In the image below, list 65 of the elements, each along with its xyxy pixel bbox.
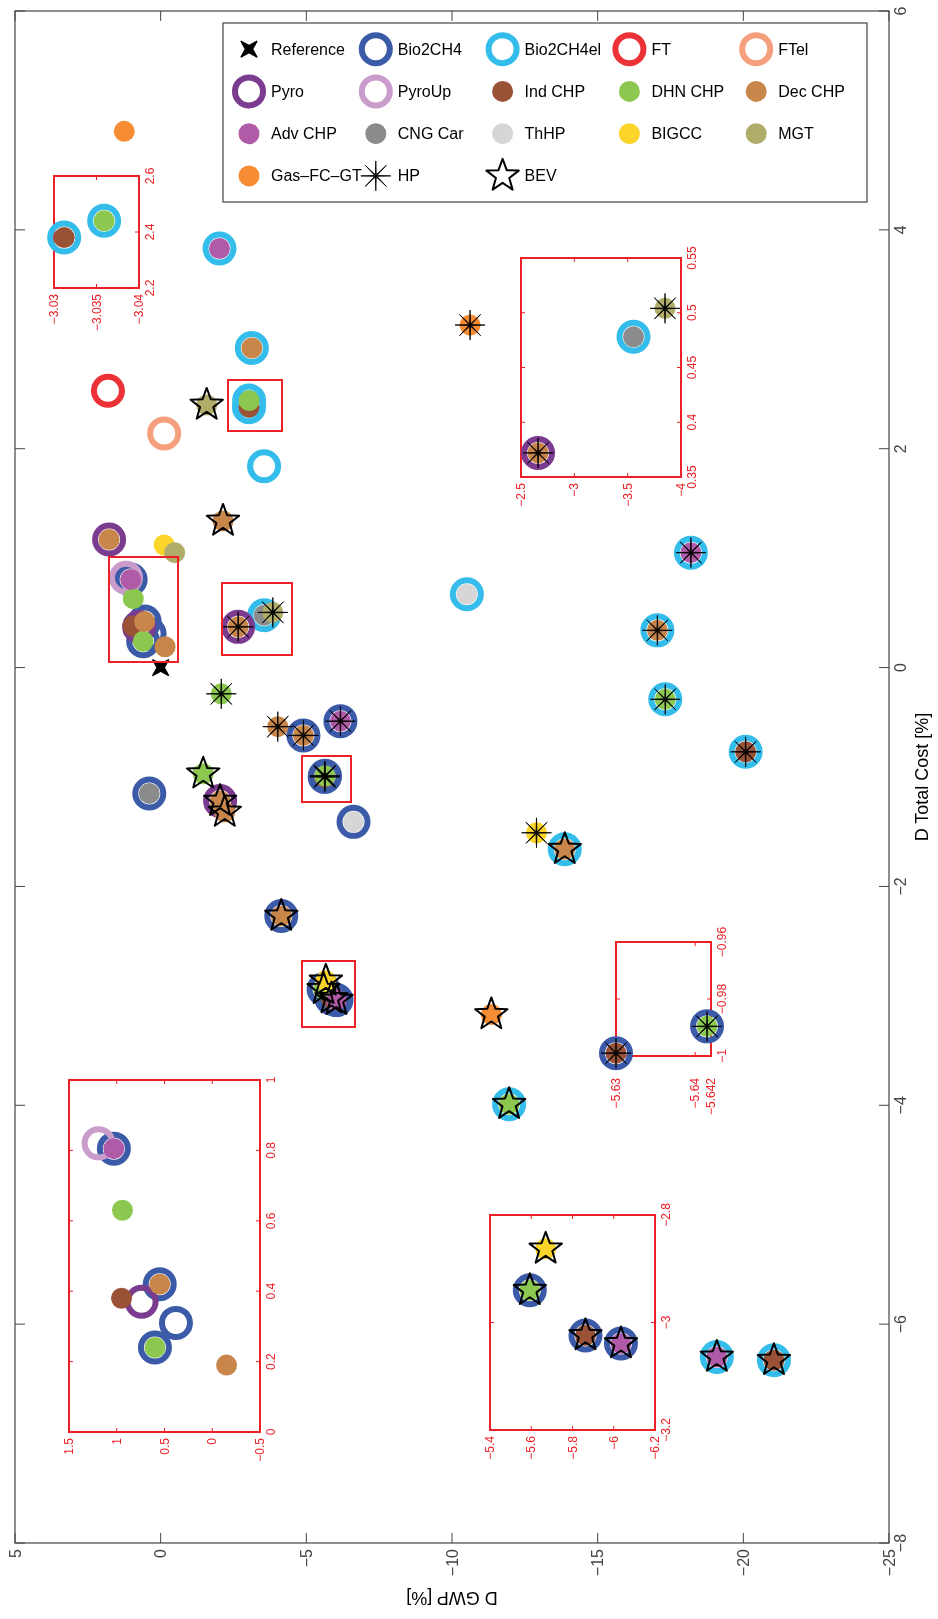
y-tick-label: −0.96 xyxy=(714,926,729,958)
x-tick-label: −5.8 xyxy=(565,1435,580,1460)
x-tick-label: −3.03 xyxy=(47,293,61,325)
x-tick-label: −15 xyxy=(589,1548,607,1577)
y-tick-label: 0.8 xyxy=(263,1141,278,1159)
y-tick-label: 0.55 xyxy=(684,246,699,270)
legend-label: HP xyxy=(397,167,421,185)
x-tick-label: −5.6 xyxy=(524,1435,539,1460)
y-tick-label: 2 xyxy=(892,444,910,454)
x-tick-label: −2.5 xyxy=(514,482,528,507)
x-tick-label: −3.035 xyxy=(89,293,104,332)
legend-label: FTel xyxy=(778,40,809,58)
y-tick-label: 0.4 xyxy=(263,1282,278,1300)
y-axis-title: D Total Cost [%] xyxy=(912,712,932,842)
legend-label: Bio2CH4 xyxy=(397,40,462,58)
x-tick-label: −5.4 xyxy=(483,1435,497,1460)
legend-label: MGT xyxy=(778,125,814,143)
x-tick-label: −6 xyxy=(606,1435,621,1450)
x-tick-label: −20 xyxy=(734,1548,752,1577)
legend-label: CNG Car xyxy=(397,125,465,143)
x-tick-label: −5.63 xyxy=(609,1077,623,1109)
x-tick-label: 0 xyxy=(205,1437,220,1445)
y-tick-label: 0.45 xyxy=(684,355,699,380)
legend-label: Dec CHP xyxy=(778,82,845,100)
y-tick-label: −2 xyxy=(892,877,910,896)
x-tick-label: 5 xyxy=(6,1548,24,1558)
x-tick-label: −3 xyxy=(567,482,582,497)
legend-label: FT xyxy=(651,40,672,58)
legend-label: Adv CHP xyxy=(271,125,337,143)
y-tick-label: 0 xyxy=(263,1428,278,1436)
legend-label: Gas–FC–GT xyxy=(271,167,362,185)
x-axis-title: D GWP [%] xyxy=(406,1588,498,1608)
legend-label: ThHP xyxy=(524,125,566,143)
y-tick-label: 0.4 xyxy=(684,413,699,431)
x-tick-label: −3.5 xyxy=(620,482,635,507)
x-tick-label: −5.64 xyxy=(688,1077,703,1109)
legend-label: DHN CHP xyxy=(651,82,725,100)
x-tick-label: −5.642 xyxy=(704,1077,718,1116)
legend-label: BIGCC xyxy=(651,125,703,143)
x-tick-label: −10 xyxy=(443,1548,461,1577)
y-tick-label: −1 xyxy=(714,1048,729,1063)
legend-label: Pyro xyxy=(271,82,304,100)
y-tick-label: −6 xyxy=(892,1314,910,1334)
y-tick-label: 6 xyxy=(892,6,910,16)
y-tick-label: 0 xyxy=(892,663,910,673)
y-tick-label: −3 xyxy=(658,1315,673,1330)
legend-label: Bio2CH4el xyxy=(524,40,602,58)
y-tick-label: 0.2 xyxy=(263,1352,278,1370)
x-tick-label: −5 xyxy=(297,1548,315,1568)
legend-label: PyroUp xyxy=(397,82,452,100)
y-tick-label: 2.6 xyxy=(142,167,157,185)
y-tick-label: −2.8 xyxy=(658,1202,673,1227)
legend-label: Reference xyxy=(271,40,345,58)
x-tick-label: 0.5 xyxy=(157,1437,172,1455)
legend-label: BEV xyxy=(524,167,557,185)
y-tick-label: −0.98 xyxy=(714,983,729,1015)
x-tick-label: 1.5 xyxy=(62,1437,76,1455)
y-tick-label: 0.6 xyxy=(263,1212,278,1230)
legend-label: Ind CHP xyxy=(524,82,586,100)
x-tick-label: 0 xyxy=(152,1548,170,1558)
y-tick-label: 4 xyxy=(892,225,910,235)
x-tick-label: −25 xyxy=(880,1548,898,1577)
x-tick-label: 1 xyxy=(109,1437,124,1445)
x-tick-label: −0.5 xyxy=(253,1437,267,1462)
y-tick-label: 2.4 xyxy=(142,223,157,241)
